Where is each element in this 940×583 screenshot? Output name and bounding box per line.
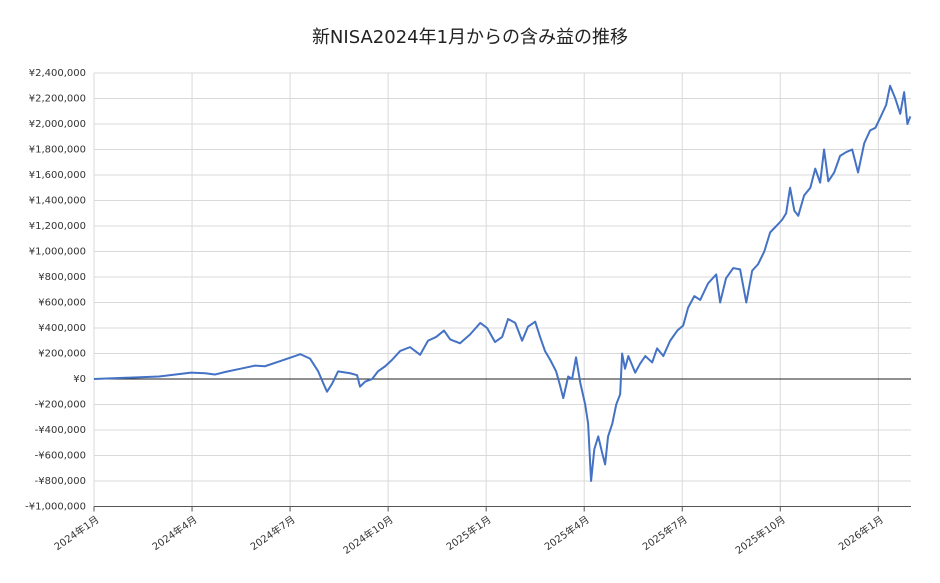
y-tick-label: ¥2,200,000 [29, 94, 86, 105]
y-tick-label: -¥400,000 [35, 425, 86, 436]
y-tick-label: ¥1,000,000 [29, 247, 86, 258]
y-tick-label: ¥800,000 [38, 272, 86, 283]
y-tick-label: -¥1,000,000 [25, 502, 86, 513]
y-tick-label: ¥2,400,000 [29, 68, 86, 79]
y-tick-label: ¥400,000 [38, 323, 86, 334]
y-tick-label: ¥1,200,000 [29, 221, 86, 232]
y-tick-label: -¥800,000 [35, 476, 86, 487]
y-tick-label: ¥1,600,000 [29, 170, 86, 181]
y-tick-label: ¥0 [73, 374, 86, 385]
y-tick-label: ¥2,000,000 [29, 119, 86, 130]
y-tick-label: ¥1,800,000 [29, 145, 86, 156]
data-line [93, 84, 912, 482]
y-tick-label: -¥200,000 [35, 400, 86, 411]
y-tick-label: ¥600,000 [38, 298, 86, 309]
y-tick-label: -¥600,000 [35, 451, 86, 462]
y-tick-label: ¥1,400,000 [29, 196, 86, 207]
y-tick-label: ¥200,000 [38, 349, 86, 360]
chart-title: 新NISA2024年1月からの含み益の推移 [312, 27, 628, 48]
